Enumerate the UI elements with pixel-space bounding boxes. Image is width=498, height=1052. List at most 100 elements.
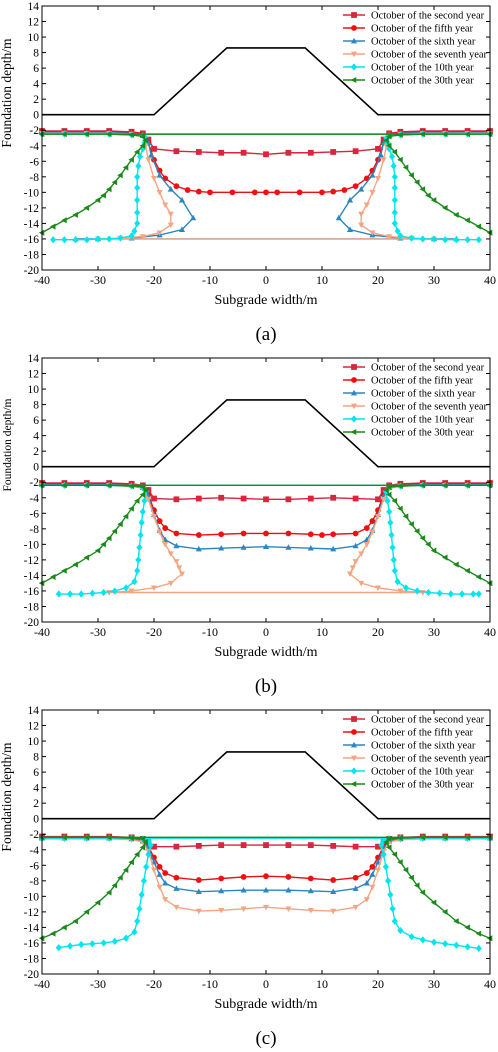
data-point — [419, 482, 426, 489]
data-point — [285, 906, 292, 912]
data-point — [78, 940, 85, 949]
x-tick-label: -20 — [146, 273, 162, 287]
data-point — [173, 148, 180, 155]
x-tick-label: -10 — [202, 273, 218, 287]
series-3 — [38, 129, 494, 242]
data-point — [408, 933, 415, 941]
series-6 — [38, 834, 493, 942]
legend-label: October of the seventh year — [371, 754, 488, 765]
data-point — [178, 196, 186, 203]
data-point — [349, 565, 356, 571]
y-tick-label: 12 — [28, 17, 40, 29]
data-point — [167, 222, 174, 229]
y-tick-label: -18 — [24, 249, 40, 261]
data-point — [83, 908, 90, 915]
data-point — [150, 867, 158, 874]
data-point — [397, 926, 404, 935]
data-point — [156, 190, 163, 196]
data-point — [61, 131, 67, 138]
data-point — [136, 153, 144, 161]
y-tick-label: -2 — [29, 125, 39, 137]
data-point — [374, 514, 382, 520]
legend-marker — [350, 767, 358, 775]
y-tick-label: -4 — [29, 141, 39, 153]
y-tick-label: -12 — [24, 907, 40, 919]
y-tick-label: -20 — [24, 969, 40, 981]
data-point — [139, 133, 146, 140]
data-point — [464, 943, 471, 951]
data-point — [397, 483, 403, 490]
series-line — [42, 483, 490, 536]
data-point — [380, 157, 387, 163]
legend-marker — [350, 63, 358, 71]
legend-marker — [350, 755, 358, 762]
x-tick-label: 30 — [428, 625, 440, 639]
data-point — [358, 222, 365, 229]
data-point — [147, 841, 154, 849]
data-point — [389, 905, 396, 913]
data-point — [94, 899, 101, 906]
y-tick-label: 12 — [28, 369, 40, 381]
data-point — [386, 142, 392, 149]
data-point — [190, 214, 197, 221]
data-point — [195, 888, 202, 895]
panel-label: (b) — [255, 676, 277, 697]
data-point — [296, 189, 303, 196]
data-point — [173, 885, 180, 891]
data-point — [128, 156, 134, 163]
data-point — [151, 495, 157, 502]
y-tick-label: 14 — [28, 1, 40, 13]
data-point — [162, 897, 169, 903]
x-tick-label: 10 — [316, 273, 328, 287]
data-point — [363, 542, 370, 548]
series-line — [42, 133, 490, 241]
y-tick-label: -14 — [24, 570, 40, 582]
data-point — [384, 497, 391, 505]
x-tick-label: -20 — [146, 625, 162, 639]
data-point — [106, 889, 112, 896]
data-point — [262, 886, 270, 893]
x-tick-label: -20 — [146, 977, 162, 991]
legend-marker — [350, 403, 358, 410]
series-6 — [38, 131, 493, 236]
data-point — [83, 131, 90, 138]
data-point — [307, 842, 314, 849]
legend-marker — [350, 51, 358, 58]
data-point — [363, 202, 370, 208]
data-point — [397, 505, 403, 512]
data-point — [135, 556, 142, 564]
data-point — [442, 554, 448, 561]
data-point — [330, 545, 337, 552]
data-point — [111, 937, 118, 946]
legend-marker — [351, 25, 357, 31]
data-point — [173, 559, 180, 565]
data-point — [470, 590, 477, 598]
data-point — [285, 886, 292, 893]
data-point — [397, 232, 404, 240]
data-point — [391, 219, 398, 228]
data-point — [145, 850, 152, 859]
data-point — [117, 521, 123, 528]
data-point — [346, 196, 354, 203]
embankment-outline — [42, 751, 490, 820]
data-point — [139, 483, 146, 490]
data-point — [414, 882, 420, 889]
legend-marker — [351, 364, 357, 370]
data-point — [330, 842, 337, 849]
data-point — [83, 204, 90, 211]
data-point — [83, 834, 90, 841]
data-point — [464, 834, 470, 841]
series-line — [42, 131, 490, 194]
data-point — [397, 835, 403, 842]
data-point — [173, 183, 180, 190]
data-point — [419, 186, 426, 193]
series-line — [41, 133, 491, 234]
y-tick-label: -8 — [29, 172, 39, 184]
data-point — [122, 513, 129, 520]
data-point — [72, 236, 79, 244]
y-tick-label: -18 — [24, 601, 40, 613]
data-point — [274, 189, 281, 196]
data-point — [369, 190, 376, 196]
data-point — [330, 494, 337, 501]
data-point — [135, 162, 142, 170]
